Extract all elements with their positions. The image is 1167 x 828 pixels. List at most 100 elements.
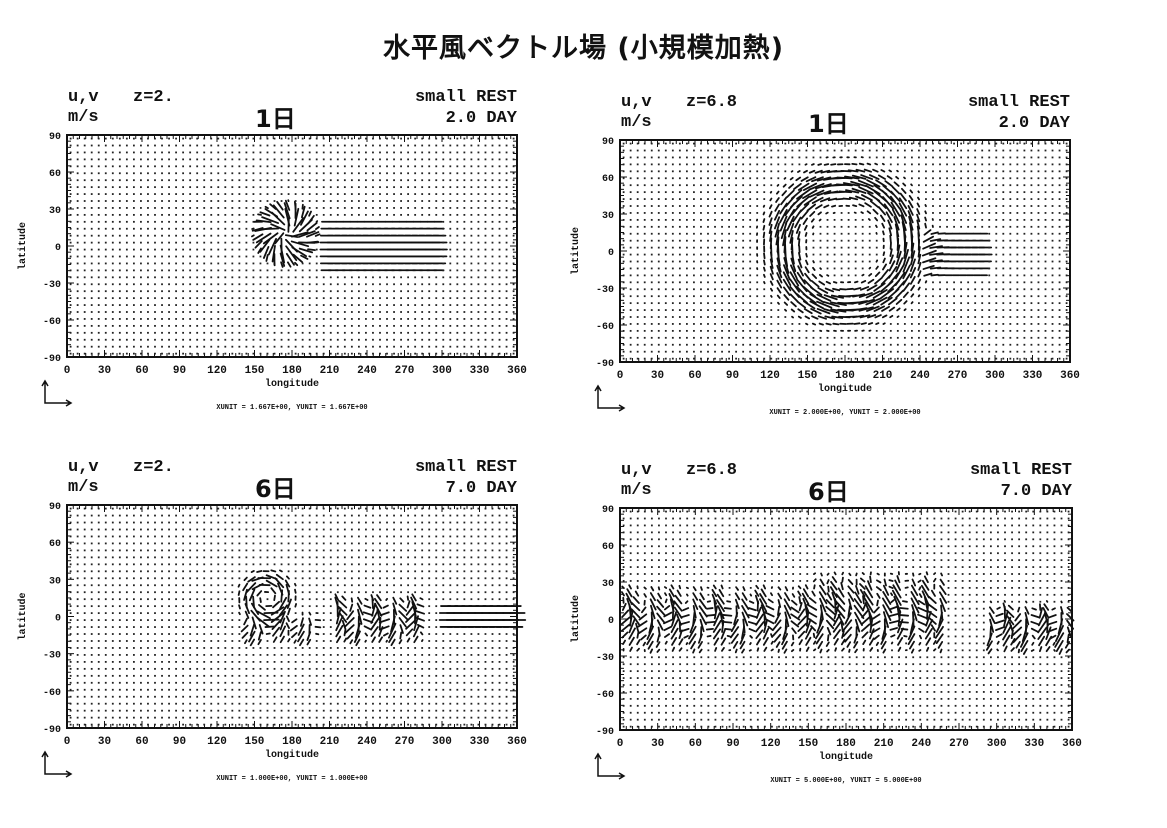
vector xyxy=(981,343,984,346)
vector xyxy=(224,276,227,279)
vector xyxy=(132,234,135,237)
vector xyxy=(255,232,272,244)
vector xyxy=(1023,350,1026,353)
vector xyxy=(386,345,388,348)
vector xyxy=(1009,316,1012,318)
vector xyxy=(203,248,206,251)
vector xyxy=(336,297,339,300)
vector xyxy=(629,177,632,180)
vector xyxy=(861,253,864,256)
vector xyxy=(842,182,860,187)
vector xyxy=(776,294,781,299)
vector xyxy=(664,253,667,256)
vector xyxy=(154,186,156,189)
vector xyxy=(329,331,332,334)
vector xyxy=(168,352,170,355)
vector xyxy=(280,331,283,334)
vector xyxy=(882,230,885,236)
vector xyxy=(329,172,332,175)
vector xyxy=(182,723,185,726)
vector xyxy=(379,324,381,327)
plot-panel-2: 0 30 60 90 120 150 180 210 240 270 300 330 360906030… xyxy=(570,137,1080,417)
x-axis-label: longitude xyxy=(818,383,872,395)
vector xyxy=(90,227,93,230)
vector xyxy=(678,156,681,159)
vector xyxy=(887,272,900,286)
vector xyxy=(336,716,339,719)
vector xyxy=(925,357,927,360)
vector xyxy=(749,191,752,194)
vector xyxy=(946,184,948,187)
vector xyxy=(714,323,716,325)
vector xyxy=(336,311,339,313)
vector xyxy=(512,193,515,195)
vector xyxy=(372,213,374,216)
vector xyxy=(728,316,730,318)
vector xyxy=(428,276,431,279)
vector xyxy=(657,218,660,221)
vector xyxy=(294,338,297,341)
vector xyxy=(322,179,325,182)
vector xyxy=(805,252,808,258)
vector xyxy=(946,142,948,145)
vector xyxy=(118,338,121,341)
vector xyxy=(835,197,844,201)
vector xyxy=(111,324,114,327)
vector xyxy=(308,165,311,168)
vector xyxy=(83,311,86,313)
vector xyxy=(1037,343,1040,346)
vector xyxy=(76,262,79,265)
vector xyxy=(903,350,906,353)
vector xyxy=(245,165,248,168)
vector xyxy=(322,193,325,195)
vector xyxy=(1023,170,1026,173)
vector xyxy=(1044,253,1047,256)
vector xyxy=(650,350,653,353)
vector xyxy=(498,318,501,320)
vector xyxy=(182,297,185,300)
vector xyxy=(1016,218,1019,221)
vector xyxy=(245,220,248,223)
vector xyxy=(903,163,906,166)
vector xyxy=(946,323,948,325)
vector xyxy=(714,156,716,159)
vector xyxy=(924,280,928,284)
vector xyxy=(889,195,901,210)
vector xyxy=(831,204,837,208)
vector xyxy=(154,144,156,147)
vector xyxy=(329,165,332,168)
vector xyxy=(231,318,234,320)
vector xyxy=(1044,329,1047,332)
vector xyxy=(125,158,128,161)
vector xyxy=(393,179,395,182)
vector xyxy=(224,234,227,237)
vector xyxy=(83,324,86,327)
vector xyxy=(308,179,311,182)
vector xyxy=(132,179,135,182)
vector xyxy=(505,179,508,182)
vector xyxy=(442,227,445,230)
vector xyxy=(728,218,730,221)
vector xyxy=(749,267,752,270)
vector xyxy=(505,241,508,244)
vector xyxy=(700,253,702,256)
vector xyxy=(477,338,480,341)
vector xyxy=(805,176,817,183)
vector xyxy=(1058,225,1061,228)
vector xyxy=(833,218,836,221)
vector xyxy=(974,225,977,228)
vector xyxy=(428,200,431,202)
vector xyxy=(421,283,424,286)
vector xyxy=(372,276,374,279)
vector xyxy=(287,290,290,293)
vector xyxy=(1009,302,1012,305)
vector xyxy=(203,227,206,230)
vector xyxy=(768,204,773,210)
vector xyxy=(435,297,438,300)
vector xyxy=(852,314,865,319)
vector xyxy=(714,184,716,187)
vector xyxy=(789,293,799,303)
vector xyxy=(301,345,304,348)
vector xyxy=(97,297,100,300)
vector xyxy=(707,316,709,318)
